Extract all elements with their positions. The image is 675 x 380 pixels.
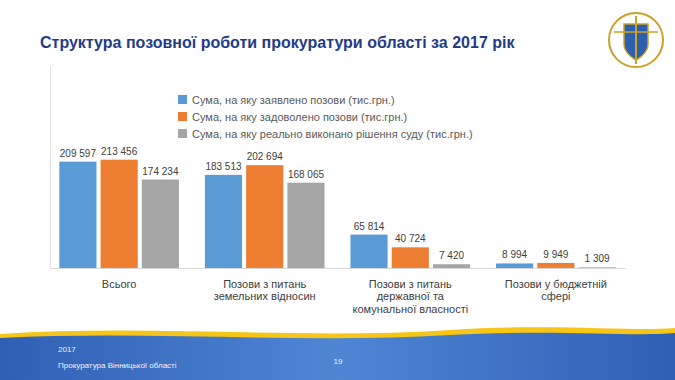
title: Структура позовної роботи прокуратури об…	[40, 34, 515, 51]
x-tick-label: Позови з питаньдержавної такомунальної в…	[352, 278, 468, 315]
x-tick-label-line: Позови у бюджетній	[505, 278, 607, 290]
bar	[142, 180, 179, 268]
data-label: 1 309	[585, 253, 610, 264]
bar	[59, 162, 96, 268]
data-label: 202 694	[247, 151, 284, 162]
data-label: 40 724	[395, 233, 426, 244]
bar	[579, 267, 616, 268]
y-axis	[50, 66, 51, 269]
bar	[205, 175, 242, 268]
logo-sword	[635, 16, 637, 64]
x-tick-label-line: Позови з питань	[223, 278, 306, 290]
data-label: 209 597	[60, 148, 97, 159]
footer-text: 19	[334, 357, 343, 366]
x-tick-label: Позови у бюджетнійсфері	[505, 278, 607, 303]
data-label: 8 994	[502, 249, 527, 260]
x-tick-label-line: державної та	[377, 290, 445, 302]
bar	[496, 263, 533, 268]
legend-swatch	[178, 112, 187, 121]
legend-label: Сума, на яку задоволено позови (тис.грн.…	[192, 111, 407, 123]
bars	[59, 160, 615, 268]
bar	[392, 247, 429, 268]
bar	[246, 165, 283, 268]
background	[0, 0, 675, 380]
legend-item: Сума, на яку задоволено позови (тис.грн.…	[178, 111, 407, 123]
data-label: 174 234	[142, 166, 179, 177]
footer-text: 2017	[58, 345, 76, 354]
x-tick-label-line: Всього	[102, 278, 137, 290]
data-labels: 209 597 183 513 65 814 8 994 213 456 202 694 4…	[60, 146, 610, 265]
logo-scales	[614, 31, 658, 33]
bar	[287, 183, 324, 268]
legend-label: Сума, на яку реально виконано рішення су…	[192, 128, 473, 140]
bar	[537, 263, 574, 268]
logo-ring	[609, 13, 663, 67]
legend: Сума, на яку заявлено позови (тис.грн.) С…	[178, 94, 473, 140]
bar	[433, 264, 470, 268]
x-tick-label: Всього	[102, 278, 137, 290]
bar	[101, 160, 138, 268]
chart-svg: 2017 Прокуратура Вінницької області 19 Стру…	[0, 0, 675, 380]
x-tick-label-line: комунальної власності	[352, 303, 468, 315]
x-tick-label-line: Позови з питань	[369, 278, 452, 290]
chart-container: 2017 Прокуратура Вінницької області 19 Стру…	[0, 0, 675, 380]
legend-label: Сума, на яку заявлено позови (тис.грн.)	[192, 94, 395, 106]
data-label: 183 513	[205, 161, 242, 172]
data-label: 7 420	[439, 250, 464, 261]
data-label: 213 456	[101, 146, 138, 157]
x-tick: Позови з питаньдержавної такомунальної в…	[352, 268, 468, 315]
bar	[350, 235, 387, 268]
footer-band	[0, 333, 675, 380]
legend-swatch	[178, 95, 187, 104]
data-label: 65 814	[354, 221, 385, 232]
x-axis-line	[51, 268, 626, 269]
x-tick: Позови у бюджетнійсфері	[505, 268, 607, 302]
data-label: 168 065	[288, 169, 325, 180]
legend-swatch	[178, 129, 187, 138]
x-axis: ВсьогоПозови з питаньземельних відносинП…	[51, 268, 626, 315]
footer-text: Прокуратура Вінницької області	[58, 361, 177, 370]
data-label: 9 949	[543, 249, 568, 260]
logo	[609, 13, 663, 67]
y-axis-line	[50, 66, 51, 269]
legend-item: Сума, на яку реально виконано рішення су…	[178, 128, 473, 140]
x-tick-label-line: земельних відносин	[214, 290, 316, 302]
x-tick-label: Позови з питаньземельних відносин	[214, 278, 316, 303]
x-tick: Всього	[102, 268, 137, 290]
legend-item: Сума, на яку заявлено позови (тис.грн.)	[178, 94, 395, 106]
x-tick-label-line: сфері	[541, 290, 570, 302]
x-tick: Позови з питаньземельних відносин	[214, 268, 316, 302]
